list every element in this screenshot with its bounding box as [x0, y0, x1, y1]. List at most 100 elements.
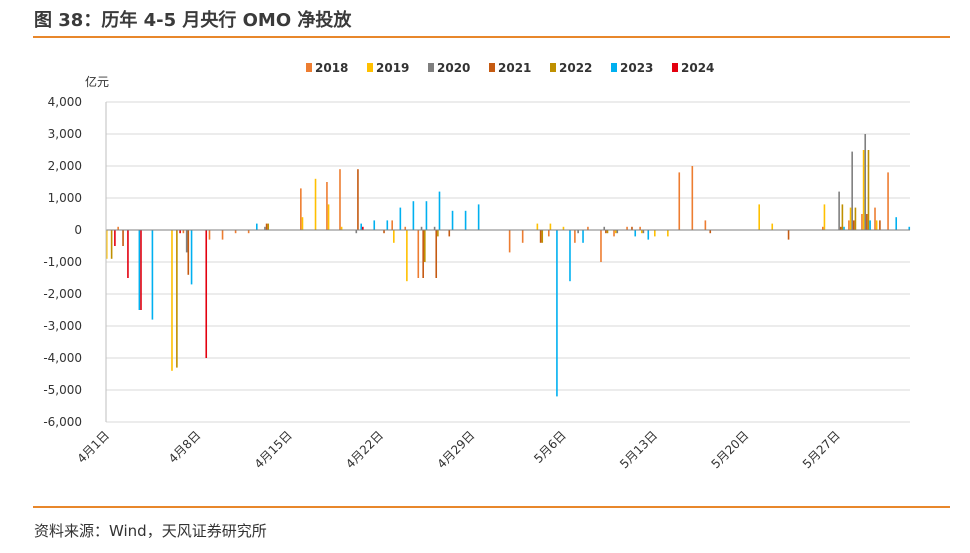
- bar-2023: [569, 230, 571, 282]
- y-tick-label: 3,000: [48, 127, 82, 141]
- bar-2018: [417, 230, 420, 278]
- bar-2019: [393, 230, 395, 243]
- bar-2018: [117, 226, 119, 230]
- y-tick-label: 0: [74, 223, 82, 237]
- bar-2024: [205, 230, 208, 358]
- bar-2023: [138, 230, 141, 310]
- bar-2018: [391, 220, 393, 230]
- legend-label-2022: 2022: [559, 61, 592, 75]
- bar-2018: [547, 230, 550, 237]
- bar-2019: [862, 150, 865, 230]
- legend-label-2020: 2020: [437, 61, 470, 75]
- bar-2021: [448, 230, 451, 237]
- bar-2021: [383, 230, 385, 234]
- y-tick-label: -1,000: [43, 255, 82, 269]
- x-tick-label: 4月22日: [343, 428, 386, 471]
- bar-2019: [105, 230, 108, 259]
- bar-2020: [864, 134, 867, 230]
- bar-2021: [839, 226, 842, 230]
- bar-2023: [647, 230, 650, 240]
- bar-2019: [301, 217, 304, 230]
- bar-2023: [256, 223, 258, 230]
- bar-2019: [327, 204, 330, 230]
- y-tick-label: 2,000: [48, 159, 82, 173]
- bar-2018: [574, 230, 576, 243]
- bar-2022: [424, 230, 426, 262]
- bar-2018: [678, 172, 681, 230]
- bar-2019: [314, 178, 317, 230]
- bar-2020: [642, 230, 645, 234]
- bar-2023: [425, 201, 428, 230]
- bar-2018: [326, 182, 328, 230]
- legend-label-2023: 2023: [620, 61, 653, 75]
- bar-2018: [613, 230, 615, 237]
- bar-2019: [667, 230, 669, 237]
- bar-2018: [639, 226, 641, 230]
- bar-2018: [587, 226, 589, 230]
- bar-2021: [422, 230, 424, 278]
- bar-2021: [879, 220, 881, 230]
- bar-2020: [355, 230, 358, 234]
- bar-2020: [616, 230, 619, 234]
- bar-2018: [691, 166, 694, 230]
- y-axis-ticks: 4,000 3,000 2,000 1,000 0 -1,000 -2,000 -3,000 -…: [43, 95, 82, 429]
- bar-2024: [179, 230, 181, 234]
- y-tick-label: -4,000: [43, 351, 82, 365]
- legend-swatch-2020: [428, 63, 434, 72]
- chart-bars: [105, 134, 911, 397]
- bar-2023: [634, 230, 637, 237]
- bar-2018: [247, 230, 250, 234]
- bar-2019: [640, 230, 643, 234]
- bar-2023: [869, 220, 871, 230]
- x-tick-label: 4月29日: [434, 428, 477, 471]
- bar-2022: [867, 150, 870, 230]
- bar-2019: [406, 230, 408, 282]
- bar-2018: [704, 220, 707, 230]
- bar-2019: [614, 230, 617, 234]
- bar-2018: [887, 172, 889, 230]
- bar-2021: [709, 230, 712, 234]
- bar-2021: [605, 230, 607, 234]
- bar-2018: [208, 230, 211, 240]
- legend-label-2018: 2018: [315, 61, 348, 75]
- bar-2023: [386, 220, 389, 230]
- bar-2019: [536, 223, 539, 230]
- bar-2023: [190, 230, 193, 285]
- bar-2020: [851, 151, 853, 230]
- bar-2022: [437, 230, 439, 237]
- bar-2019: [849, 207, 852, 230]
- bar-2018: [626, 226, 628, 230]
- y-tick-label: -5,000: [43, 383, 82, 397]
- x-tick-label: 5月13日: [617, 428, 660, 471]
- bar-2023: [373, 220, 376, 230]
- bar-2024: [114, 230, 116, 246]
- x-tick-label: 5月6日: [531, 428, 569, 466]
- bar-2018: [600, 230, 602, 262]
- bar-2021: [265, 223, 268, 230]
- x-tick-label: 5月27日: [800, 428, 843, 471]
- legend-swatch-2019: [367, 63, 373, 72]
- bar-2024: [362, 226, 364, 230]
- bar-2022: [176, 230, 178, 368]
- bar-2020: [603, 226, 606, 230]
- bar-2021: [866, 214, 868, 230]
- bar-2020: [420, 226, 423, 230]
- bar-2019: [654, 230, 656, 237]
- title-divider: [33, 36, 950, 38]
- bar-2020: [838, 191, 840, 230]
- x-tick-label: 4月15日: [252, 428, 295, 471]
- x-tick-label: 5月20日: [708, 428, 751, 471]
- bar-2022: [267, 223, 270, 230]
- source-note: 资料来源：Wind，天风证券研究所: [34, 522, 267, 540]
- bar-2018: [300, 188, 302, 230]
- legend-swatch-2023: [611, 63, 617, 72]
- bar-2020: [577, 230, 579, 234]
- y-tick-label: -6,000: [43, 415, 82, 429]
- bar-2021: [631, 226, 633, 230]
- bar-2018: [874, 207, 876, 230]
- bar-2023: [556, 230, 558, 397]
- y-tick-label: -3,000: [43, 319, 82, 333]
- bar-2021: [539, 230, 542, 243]
- bar-2021: [853, 220, 855, 230]
- bar-2019: [758, 204, 760, 230]
